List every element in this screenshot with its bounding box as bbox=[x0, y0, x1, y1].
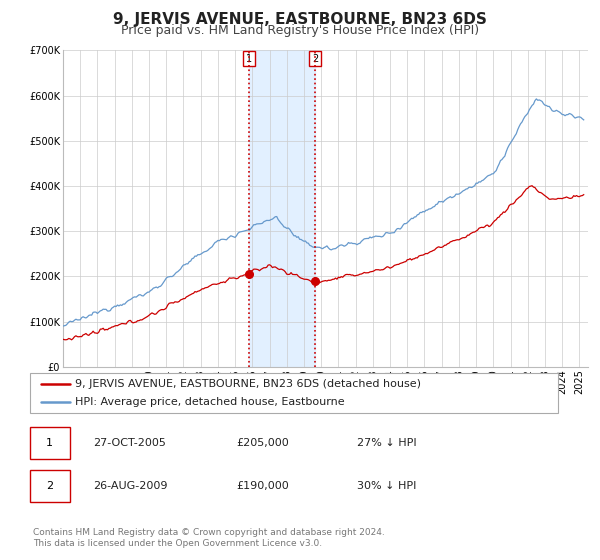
FancyBboxPatch shape bbox=[30, 427, 70, 459]
Text: £190,000: £190,000 bbox=[236, 481, 289, 491]
Text: 9, JERVIS AVENUE, EASTBOURNE, BN23 6DS: 9, JERVIS AVENUE, EASTBOURNE, BN23 6DS bbox=[113, 12, 487, 27]
Text: 30% ↓ HPI: 30% ↓ HPI bbox=[358, 481, 417, 491]
Text: 2: 2 bbox=[312, 54, 318, 63]
Text: £205,000: £205,000 bbox=[236, 438, 289, 449]
Text: 26-AUG-2009: 26-AUG-2009 bbox=[94, 481, 168, 491]
Bar bbox=[249, 50, 315, 367]
FancyBboxPatch shape bbox=[30, 373, 558, 413]
Text: 2: 2 bbox=[46, 481, 53, 491]
Text: Price paid vs. HM Land Registry's House Price Index (HPI): Price paid vs. HM Land Registry's House … bbox=[121, 24, 479, 37]
Text: This data is licensed under the Open Government Licence v3.0.: This data is licensed under the Open Gov… bbox=[33, 539, 322, 548]
Text: HPI: Average price, detached house, Eastbourne: HPI: Average price, detached house, East… bbox=[75, 398, 344, 407]
Text: 1: 1 bbox=[46, 438, 53, 449]
FancyBboxPatch shape bbox=[30, 470, 70, 502]
Text: 27-OCT-2005: 27-OCT-2005 bbox=[94, 438, 166, 449]
Text: Contains HM Land Registry data © Crown copyright and database right 2024.: Contains HM Land Registry data © Crown c… bbox=[33, 528, 385, 536]
Text: 27% ↓ HPI: 27% ↓ HPI bbox=[358, 438, 417, 449]
Text: 1: 1 bbox=[246, 54, 253, 63]
Text: 9, JERVIS AVENUE, EASTBOURNE, BN23 6DS (detached house): 9, JERVIS AVENUE, EASTBOURNE, BN23 6DS (… bbox=[75, 379, 421, 389]
